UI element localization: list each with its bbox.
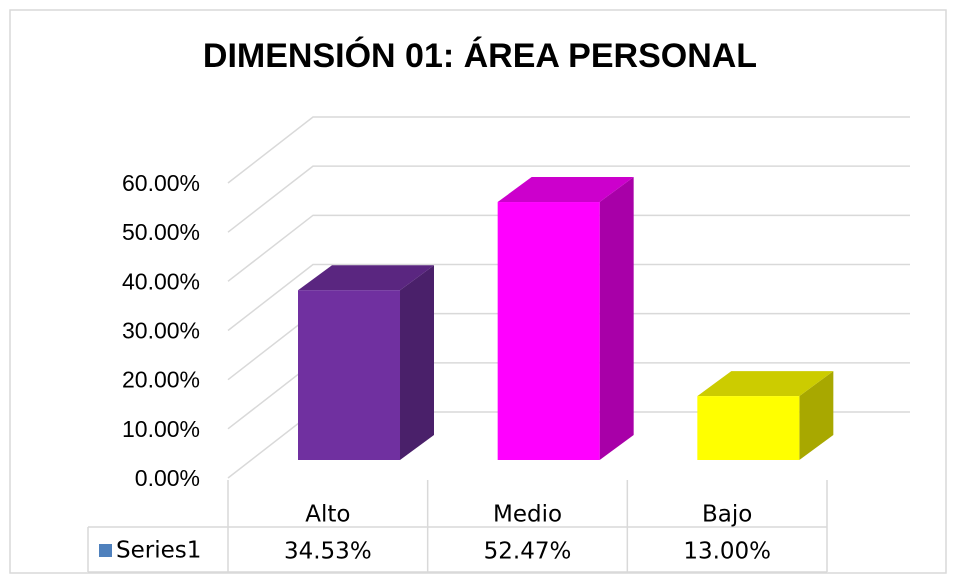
x-tick-label: Medio — [493, 502, 562, 528]
y-tick-label: 30.00% — [122, 318, 200, 344]
grid-line — [227, 263, 910, 332]
x-tick-label: Bajo — [702, 502, 752, 528]
y-tick-label: 60.00% — [122, 170, 200, 196]
data-label: 13.00% — [683, 539, 771, 565]
legend-swatch — [99, 544, 112, 557]
x-tick-label: Alto — [305, 502, 350, 528]
bar-side — [400, 265, 434, 460]
chart-title: DIMENSIÓN 01: ÁREA PERSONAL — [203, 37, 757, 75]
bar-top — [697, 371, 834, 397]
data-label: 52.47% — [484, 539, 572, 565]
bar-top — [497, 177, 634, 203]
bar-top — [298, 265, 434, 291]
grid-line — [227, 214, 910, 282]
bar — [697, 396, 800, 460]
y-tick-label: 20.00% — [122, 367, 200, 393]
chart-border — [9, 9, 947, 574]
bar-side — [599, 177, 634, 460]
y-tick-label: 40.00% — [122, 268, 200, 294]
grid-line — [227, 116, 910, 184]
y-tick-label: 50.00% — [122, 219, 200, 245]
data-label: 34.53% — [284, 539, 372, 565]
grid-line — [227, 165, 910, 233]
y-tick-label: 0.00% — [135, 465, 200, 491]
bar — [497, 202, 600, 460]
legend-label: Series1 — [116, 538, 201, 564]
y-tick-label: 10.00% — [122, 416, 200, 442]
bar — [298, 290, 400, 460]
bar-side — [799, 371, 834, 460]
